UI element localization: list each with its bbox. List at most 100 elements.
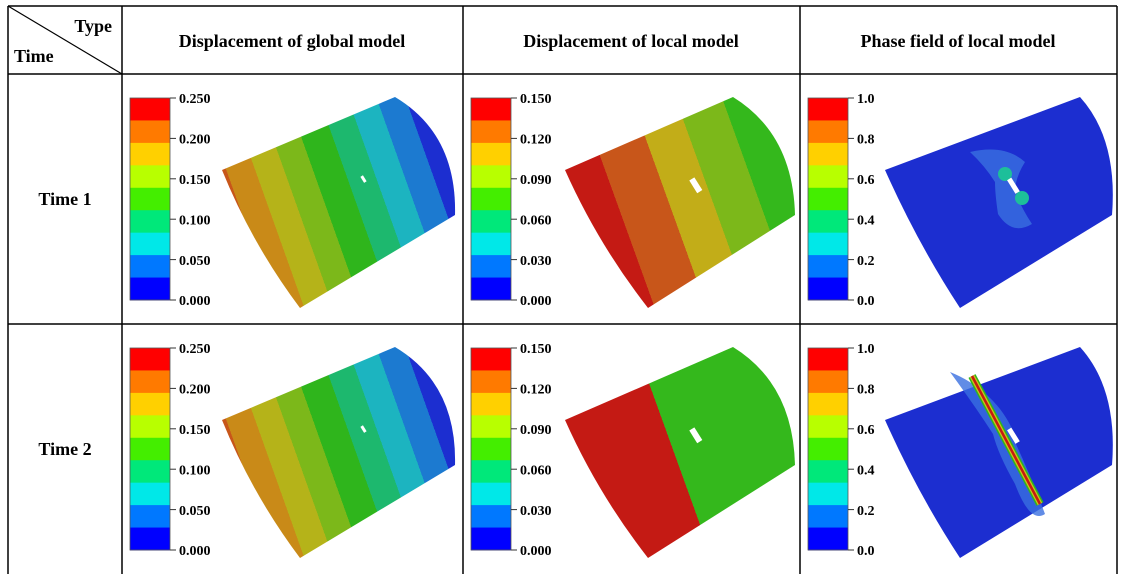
colorbar-band: [471, 187, 511, 211]
notch: [1007, 427, 1020, 444]
contour-plot: 0.150 0.120 0.090 0.060 0.030 0.000: [470, 92, 795, 309]
colorbar-band: [808, 415, 848, 439]
colorbar-band: [471, 210, 511, 234]
contour-plot: 0.150 0.120 0.090 0.060 0.030 0.000: [470, 342, 795, 559]
colorbar-label: 0.150: [520, 342, 552, 357]
column-header: Displacement of global model: [179, 31, 406, 51]
colorbar-band: [471, 255, 511, 279]
colorbar-label: 0.200: [179, 133, 211, 148]
colorbar-band: [808, 232, 848, 256]
notch: [360, 175, 367, 183]
colorbar-band: [808, 277, 848, 301]
contour-plot: 1.0 0.8 0.6 0.4 0.2 0.0: [807, 92, 1113, 309]
colorbar-band: [471, 232, 511, 256]
colorbar-band: [130, 255, 170, 279]
colorbar-band: [130, 348, 170, 371]
colorbar-frame: [470, 97, 512, 301]
colorbar-label: 0.030: [520, 504, 552, 519]
colorbar-band: [808, 120, 848, 144]
colorbar-band: [808, 255, 848, 279]
colorbar-frame: [129, 97, 171, 301]
colorbar-band: [471, 142, 511, 166]
colorbar-label: 0.000: [520, 544, 552, 559]
colorbar-label: 0.2: [857, 504, 875, 519]
colorbar-label: 0.200: [179, 383, 211, 398]
colorbar-band: [808, 210, 848, 234]
colorbar-label: 0.000: [179, 544, 211, 559]
colorbar-band: [471, 392, 511, 416]
model-surface: [565, 347, 795, 558]
colorbar-label: 0.6: [857, 173, 875, 188]
colorbar-band: [130, 505, 170, 529]
colorbar-band: [130, 392, 170, 416]
colorbar-band: [471, 437, 511, 461]
colorbar-label: 0.4: [857, 463, 875, 478]
colorbar-label: 0.000: [179, 294, 211, 309]
colorbar-band: [808, 437, 848, 461]
colorbar-band: [130, 370, 170, 394]
colorbar-label: 1.0: [857, 92, 875, 107]
column-header: Displacement of local model: [523, 31, 738, 51]
colorbar-label: 0.050: [179, 504, 211, 519]
colorbar-band: [808, 527, 848, 551]
colorbar-label: 0.150: [520, 92, 552, 107]
colorbar-band: [130, 415, 170, 439]
colorbar-band: [808, 505, 848, 529]
colorbar-label: 1.0: [857, 342, 875, 357]
colorbar-band: [130, 482, 170, 506]
colorbar-label: 0.250: [179, 92, 211, 107]
colorbar-label: 0.0: [857, 544, 875, 559]
colorbar-band: [130, 120, 170, 144]
model-surface: [222, 347, 456, 558]
colorbar-label: 0.030: [520, 254, 552, 269]
colorbar-band: [808, 460, 848, 484]
colorbar-band: [130, 460, 170, 484]
damage-halo: [950, 372, 1045, 516]
colorbar-frame: [807, 347, 849, 551]
colorbar-label: 0.250: [179, 342, 211, 357]
colorbar-frame: [807, 97, 849, 301]
colorbar-band: [471, 120, 511, 144]
colorbar-band: [130, 142, 170, 166]
colorbar-label: 0.2: [857, 254, 875, 269]
model-surface: [885, 347, 1113, 558]
colorbar-label: 0.120: [520, 133, 552, 148]
colorbar-band: [471, 415, 511, 439]
notch: [689, 177, 703, 194]
colorbar-band: [130, 232, 170, 256]
colorbar-band: [808, 370, 848, 394]
colorbar-frame: [470, 347, 512, 551]
colorbar-band: [130, 437, 170, 461]
colorbar-band: [130, 165, 170, 189]
colorbar-band: [130, 210, 170, 234]
colorbar-band: [471, 165, 511, 189]
contour-plot: 1.0 0.8 0.6 0.4 0.2 0.0: [807, 342, 1113, 559]
colorbar-band: [130, 277, 170, 301]
colorbar-band: [808, 348, 848, 371]
colorbar-label: 0.6: [857, 423, 875, 438]
crack-band: [970, 375, 1042, 505]
notch: [1007, 177, 1020, 194]
damage-halo: [970, 149, 1032, 229]
colorbar-label: 0.000: [520, 294, 552, 309]
colorbar-label: 0.090: [520, 423, 552, 438]
column-header: Phase field of local model: [861, 31, 1056, 51]
colorbar-label: 0.060: [520, 213, 552, 228]
colorbar-band: [471, 98, 511, 121]
colorbar-band: [130, 527, 170, 551]
contour-plot: 0.250 0.200 0.150 0.100 0.050 0.000: [129, 342, 456, 559]
colorbar-label: 0.150: [179, 423, 211, 438]
colorbar-band: [808, 165, 848, 189]
colorbar-band: [808, 482, 848, 506]
colorbar-band: [471, 482, 511, 506]
colorbar-label: 0.150: [179, 173, 211, 188]
colorbar-label: 0.8: [857, 383, 875, 398]
colorbar-band: [130, 187, 170, 211]
colorbar-band: [471, 370, 511, 394]
notch: [689, 427, 703, 444]
contour-plot: 0.250 0.200 0.150 0.100 0.050 0.000: [129, 92, 456, 309]
colorbar-label: 0.100: [179, 463, 211, 478]
colorbar-label: 0.090: [520, 173, 552, 188]
row-label: Time 1: [38, 189, 91, 209]
